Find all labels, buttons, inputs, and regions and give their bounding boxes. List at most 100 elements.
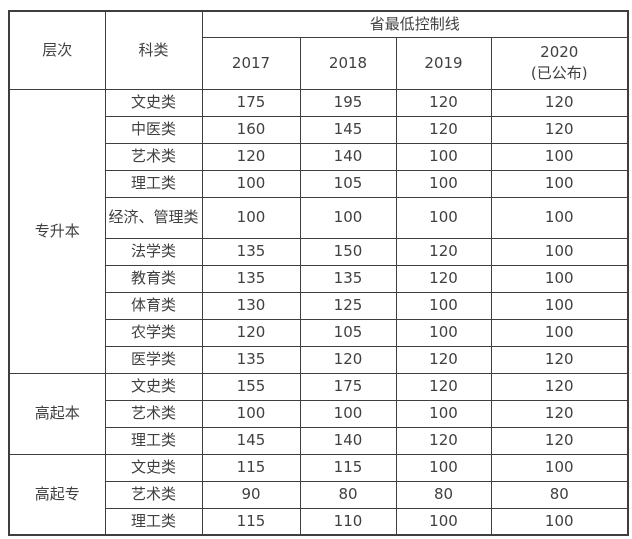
category-cell: 文史类 [104, 372, 203, 401]
category-cell: 中医类 [104, 115, 203, 144]
score-cell: 100 [201, 399, 301, 428]
category-cell: 体育类 [104, 291, 203, 320]
score-cell: 120 [395, 115, 492, 144]
score-cell: 120 [201, 318, 301, 347]
score-cell: 80 [490, 480, 629, 509]
score-cell: 145 [201, 426, 301, 455]
category-cell: 理工类 [104, 507, 203, 536]
score-cell: 120 [201, 142, 301, 171]
category-cell: 经济、管理类 [104, 196, 203, 239]
score-cell: 105 [299, 169, 397, 198]
score-cell: 100 [490, 237, 629, 266]
table-row: 艺术类 90 80 80 80 [9, 480, 629, 509]
score-cell: 155 [201, 372, 301, 401]
score-cell: 100 [490, 318, 629, 347]
score-cell: 120 [395, 372, 492, 401]
year-header-2017: 2017 [201, 36, 301, 90]
score-cell: 100 [490, 453, 629, 482]
score-cell: 100 [395, 318, 492, 347]
category-cell: 医学类 [104, 345, 203, 374]
score-cell: 100 [395, 507, 492, 536]
score-cell: 100 [395, 142, 492, 171]
score-cell: 120 [395, 237, 492, 266]
category-cell: 农学类 [104, 318, 203, 347]
score-cell: 100 [395, 291, 492, 320]
score-cell: 100 [490, 142, 629, 171]
col-header-group-title: 省最低控制线 [201, 10, 629, 38]
score-cell: 100 [490, 291, 629, 320]
score-cell: 130 [201, 291, 301, 320]
score-cell: 80 [395, 480, 492, 509]
score-cell: 110 [299, 507, 397, 536]
score-cell: 100 [299, 399, 397, 428]
year-header-2018: 2018 [299, 36, 397, 90]
score-cell: 90 [201, 480, 301, 509]
category-cell: 教育类 [104, 264, 203, 293]
score-cell: 145 [299, 115, 397, 144]
table-row: 经济、管理类 100 100 100 100 [9, 196, 629, 239]
score-cell: 160 [201, 115, 301, 144]
year-note: (已公布) [530, 64, 588, 82]
score-cell: 100 [490, 169, 629, 198]
score-cell: 120 [299, 345, 397, 374]
score-cell: 140 [299, 426, 397, 455]
score-cell: 135 [201, 345, 301, 374]
score-cell: 100 [395, 399, 492, 428]
header-row-top: 层次 科类 省最低控制线 [8, 10, 629, 90]
score-cell: 100 [201, 196, 301, 239]
table-row: 法学类 135 150 120 100 [9, 237, 629, 266]
year-header-2019: 2019 [395, 36, 492, 90]
score-cell: 115 [201, 507, 301, 536]
score-cell: 105 [299, 318, 397, 347]
table-row: 艺术类 100 100 100 120 [9, 399, 629, 428]
score-cell: 175 [299, 372, 397, 401]
score-cell: 80 [299, 480, 397, 509]
category-cell: 文史类 [104, 453, 203, 482]
table-row: 理工类 100 105 100 100 [9, 169, 629, 198]
score-cell: 120 [490, 88, 629, 117]
table-row: 教育类 135 135 120 100 [9, 264, 629, 293]
table-row: 农学类 120 105 100 100 [9, 318, 629, 347]
level-cell: 专升本 [8, 88, 106, 374]
table-row: 高起专 文史类 115 115 100 100 [8, 453, 629, 536]
score-cell: 120 [395, 426, 492, 455]
category-cell: 艺术类 [104, 480, 203, 509]
score-cell: 100 [490, 264, 629, 293]
table-row: 专升本 文史类 175 195 120 120 [8, 88, 629, 374]
level-cell: 高起专 [8, 453, 106, 536]
score-cell: 125 [299, 291, 397, 320]
score-cell: 100 [490, 507, 629, 536]
category-cell: 艺术类 [104, 399, 203, 428]
category-cell: 理工类 [104, 169, 203, 198]
score-cell: 175 [201, 88, 301, 117]
score-table-container: 层次 科类 省最低控制线 2017 2018 2019 2020 (已公布) 专升本 文史… [8, 10, 629, 536]
year-label: 2020 [540, 43, 579, 61]
score-cell: 115 [201, 453, 301, 482]
min-control-line-table: 层次 科类 省最低控制线 2017 2018 2019 2020 (已公布) 专升本 文史… [8, 10, 629, 536]
table-row: 医学类 135 120 120 120 [9, 345, 629, 374]
score-cell: 150 [299, 237, 397, 266]
category-cell: 理工类 [104, 426, 203, 455]
score-cell: 135 [201, 237, 301, 266]
score-cell: 120 [395, 345, 492, 374]
score-cell: 120 [490, 399, 629, 428]
score-cell: 100 [395, 169, 492, 198]
score-cell: 120 [490, 372, 629, 401]
table-row: 理工类 115 110 100 100 [9, 507, 629, 536]
category-cell: 文史类 [104, 88, 203, 117]
category-cell: 艺术类 [104, 142, 203, 171]
score-cell: 120 [395, 88, 492, 117]
score-cell: 115 [299, 453, 397, 482]
table-row: 理工类 145 140 120 120 [9, 426, 629, 455]
score-cell: 120 [490, 345, 629, 374]
category-cell: 法学类 [104, 237, 203, 266]
year-header-2020: 2020 (已公布) [490, 36, 629, 90]
header-row-years: 2017 2018 2019 2020 (已公布) [9, 36, 629, 90]
score-cell: 120 [395, 264, 492, 293]
score-cell: 100 [395, 453, 492, 482]
score-cell: 135 [299, 264, 397, 293]
score-cell: 100 [490, 196, 629, 239]
score-cell: 140 [299, 142, 397, 171]
col-header-level: 层次 [8, 10, 106, 90]
